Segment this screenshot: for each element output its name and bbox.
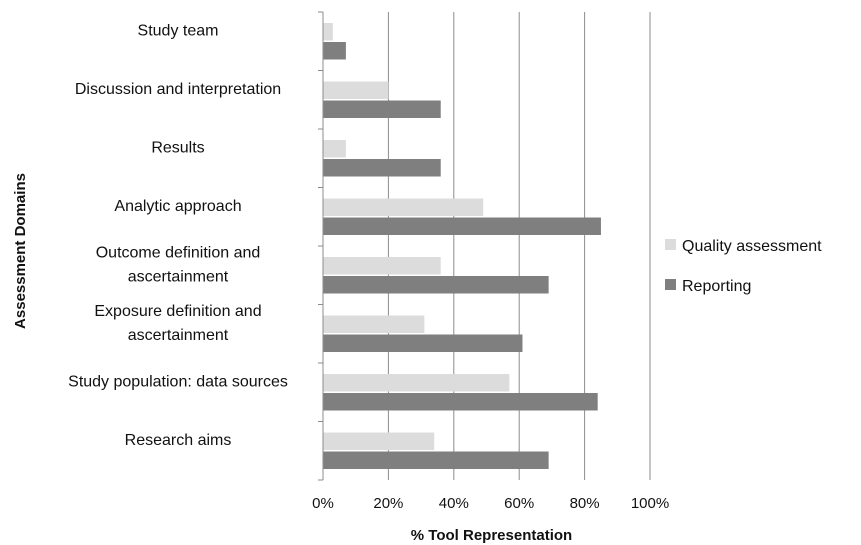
x-tick-label: 20% — [373, 495, 403, 512]
category-label: Study team — [138, 22, 219, 39]
x-tick-label: 60% — [504, 495, 534, 512]
legend-label: Quality assessment — [682, 238, 822, 255]
reporting-bar — [323, 334, 523, 352]
category-label: Exposure definition and ascertainment — [94, 303, 261, 344]
x-axis-title: % Tool Representation — [411, 527, 572, 544]
quality-assessment-bar — [323, 315, 425, 333]
category-label: Analytic approach — [114, 198, 241, 215]
category-label: Outcome definition and ascertainment — [96, 244, 261, 285]
quality-assessment-bar — [323, 432, 435, 450]
reporting-bar — [323, 217, 601, 235]
quality-assessment-bar — [323, 81, 389, 99]
legend-label: Reporting — [682, 278, 751, 295]
legend: Quality assessment Reporting — [665, 238, 822, 295]
x-tick-label: 80% — [570, 495, 600, 512]
quality-assessment-bar — [323, 374, 510, 392]
bars — [323, 23, 601, 469]
category-labels: Study team Discussion and interpretation R… — [68, 22, 288, 449]
category-label: Research aims — [125, 432, 232, 449]
reporting-bar — [323, 42, 346, 60]
legend-swatch — [665, 239, 676, 250]
category-label: Results — [151, 139, 204, 156]
reporting-bar — [323, 159, 441, 177]
reporting-bar — [323, 451, 549, 469]
legend-swatch — [665, 279, 676, 290]
x-tick-label: 100% — [631, 495, 669, 512]
x-tick-labels: 0% 20% 40% 60% 80% 100% — [312, 495, 669, 512]
reporting-bar — [323, 100, 441, 118]
x-tick-label: 0% — [312, 495, 334, 512]
y-axis-title: Assessment Domains — [12, 173, 29, 329]
quality-assessment-bar — [323, 140, 346, 158]
category-label: Discussion and interpretation — [75, 81, 281, 98]
reporting-bar — [323, 393, 598, 411]
quality-assessment-bar — [323, 23, 333, 41]
quality-assessment-bar — [323, 257, 441, 275]
quality-assessment-bar — [323, 198, 484, 216]
category-label: Study population: data sources — [68, 373, 288, 390]
reporting-bar — [323, 276, 549, 294]
x-tick-label: 40% — [439, 495, 469, 512]
